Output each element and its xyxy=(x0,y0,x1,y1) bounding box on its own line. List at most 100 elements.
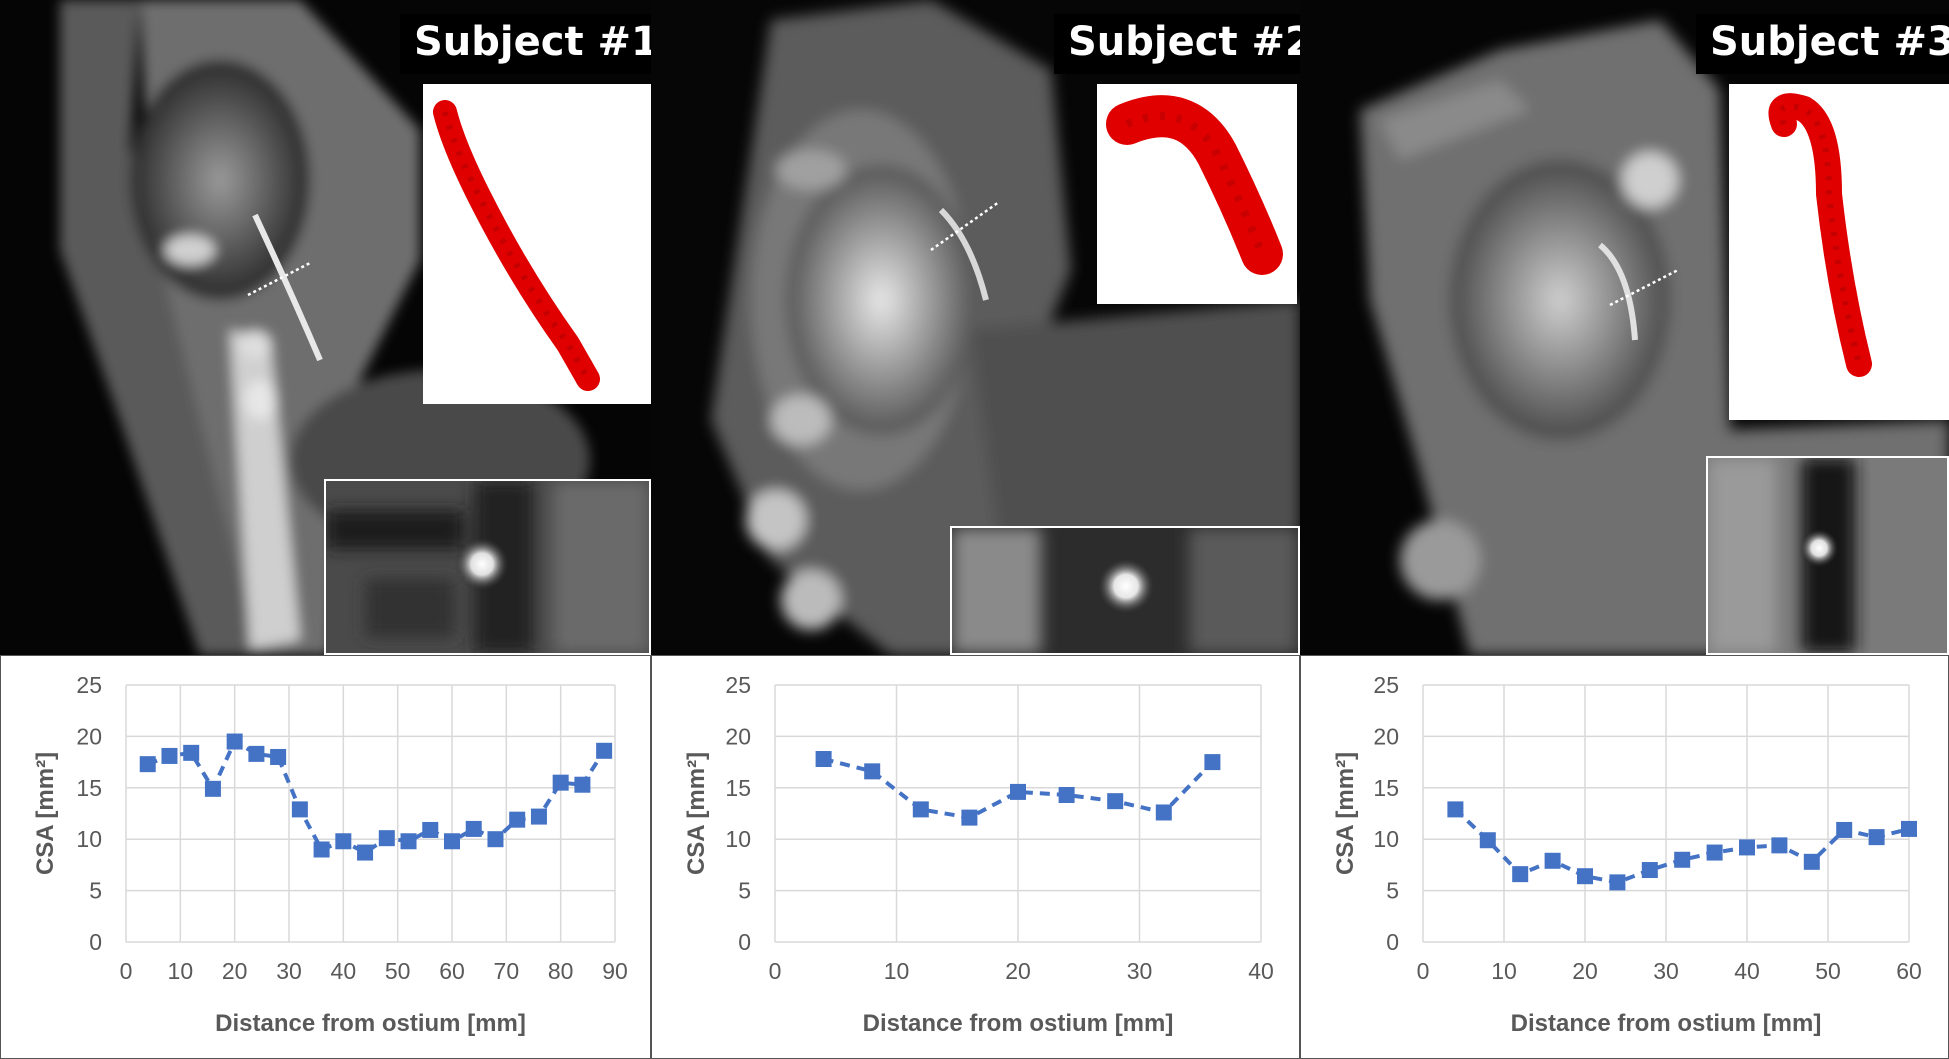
y-tick-label: 5 xyxy=(1386,878,1399,904)
cross-section-inset xyxy=(1706,456,1949,655)
data-point-marker xyxy=(183,744,200,761)
data-point-marker xyxy=(1739,839,1755,856)
x-tick-label: 50 xyxy=(385,958,411,984)
y-tick-label: 10 xyxy=(76,826,102,852)
x-tick-label: 20 xyxy=(222,958,248,984)
mri-panel-subject-2: Subject #2 xyxy=(651,0,1300,655)
cross-section-inset xyxy=(950,526,1300,655)
x-axis-title: Distance from ostium [mm] xyxy=(215,1010,526,1037)
x-tick-label: 40 xyxy=(1248,958,1274,984)
cross-section-inset xyxy=(324,479,651,655)
data-point-marker xyxy=(1544,852,1561,869)
vessel-3d-render xyxy=(1729,84,1949,420)
vessel-3d-render xyxy=(1097,84,1297,304)
data-point-marker xyxy=(596,742,613,759)
chart-panel-subject-2: 0 10 20 30 40 0 5 10 15 20 25 Distance from ostium … xyxy=(651,655,1300,1059)
y-tick-label: 25 xyxy=(1373,672,1399,698)
data-point-marker xyxy=(291,801,308,818)
data-point-marker xyxy=(139,756,156,773)
data-point-marker xyxy=(1674,851,1691,868)
data-point-marker xyxy=(1901,820,1917,837)
data-point-marker xyxy=(465,820,482,837)
y-tick-label: 5 xyxy=(89,878,102,904)
y-tick-label: 15 xyxy=(1373,775,1399,801)
y-tick-label: 15 xyxy=(76,775,102,801)
mri-panel-subject-3: Subject #3 xyxy=(1300,0,1949,655)
data-point-marker xyxy=(1010,783,1026,800)
data-point-marker xyxy=(1479,832,1496,849)
x-tick-label: 20 xyxy=(1572,958,1598,984)
vessel-icon xyxy=(1768,93,1872,377)
data-point-marker xyxy=(864,763,881,780)
x-tick-label: 70 xyxy=(494,958,520,984)
data-point-marker xyxy=(552,774,569,791)
data-point-marker xyxy=(1577,868,1593,885)
vessel-icon xyxy=(1106,95,1283,275)
x-tick-label: 40 xyxy=(331,958,357,984)
data-point-marker xyxy=(1204,754,1221,771)
data-point-marker xyxy=(1058,786,1075,803)
x-tick-label: 40 xyxy=(1734,958,1760,984)
y-tick-label: 10 xyxy=(725,826,751,852)
data-point-marker xyxy=(335,833,352,850)
y-tick-label: 25 xyxy=(76,672,102,698)
data-point-marker xyxy=(444,833,460,850)
data-point-marker xyxy=(1447,801,1464,818)
data-point-marker xyxy=(487,831,504,848)
data-point-marker xyxy=(912,801,929,818)
data-point-marker xyxy=(574,776,591,793)
data-point-marker xyxy=(815,751,832,768)
data-point-marker xyxy=(378,830,395,847)
grid xyxy=(1422,684,1910,943)
x-tick-label: 80 xyxy=(548,958,574,984)
data-point-marker xyxy=(248,745,265,762)
series-line xyxy=(823,757,1214,820)
y-tick-label: 25 xyxy=(725,672,751,698)
data-point-marker xyxy=(1868,829,1885,846)
csa-chart-subject-2: 0 10 20 30 40 0 5 10 15 20 25 Distance from ostium … xyxy=(683,672,1274,1037)
y-tick-label: 0 xyxy=(1386,929,1399,955)
data-point-marker xyxy=(313,841,330,858)
x-tick-label: 10 xyxy=(168,958,194,984)
subject-label: Subject #3 xyxy=(1696,14,1949,74)
x-tick-label: 50 xyxy=(1815,958,1841,984)
data-point-marker xyxy=(1155,804,1172,821)
csa-chart-subject-3: 0 10 20 30 40 50 60 0 5 10 15 20 25 Distance from ost… xyxy=(1332,672,1922,1037)
y-axis-title: CSA [mm²] xyxy=(32,752,59,875)
x-axis-title: Distance from ostium [mm] xyxy=(1511,1010,1822,1037)
data-point-marker xyxy=(422,821,439,838)
subject-label: Subject #2 xyxy=(1054,14,1300,74)
y-axis-title: CSA [mm²] xyxy=(1332,752,1359,875)
data-point-marker xyxy=(1512,866,1529,883)
x-tick-label: 30 xyxy=(276,958,302,984)
x-axis-title: Distance from ostium [mm] xyxy=(863,1010,1174,1037)
x-tick-label: 0 xyxy=(1417,958,1430,984)
data-point-marker xyxy=(161,747,178,764)
data-point-marker xyxy=(1609,874,1626,891)
y-axis-title: CSA [mm²] xyxy=(683,752,710,875)
data-point-marker xyxy=(1706,844,1723,861)
y-tick-label: 20 xyxy=(1373,723,1399,749)
data-point-marker xyxy=(357,844,374,861)
data-point-marker xyxy=(1771,837,1788,854)
y-tick-label: 0 xyxy=(89,929,102,955)
csa-chart-subject-1: 0 10 20 30 40 50 60 70 80 90 0 5 10 15 20 25 Distance fr… xyxy=(32,672,628,1037)
grid xyxy=(125,684,616,943)
x-tick-label: 30 xyxy=(1127,958,1153,984)
x-tick-label: 20 xyxy=(1005,958,1031,984)
data-point-marker xyxy=(509,811,526,828)
vessel-3d-render xyxy=(423,84,651,404)
data-point-marker xyxy=(400,833,417,850)
data-point-marker xyxy=(204,780,221,797)
x-tick-label: 60 xyxy=(1896,958,1922,984)
data-point-marker xyxy=(1641,862,1658,879)
data-point-marker xyxy=(1803,853,1820,870)
x-tick-label: 90 xyxy=(602,958,628,984)
x-tick-label: 10 xyxy=(884,958,910,984)
x-tick-label: 0 xyxy=(769,958,782,984)
y-tick-label: 10 xyxy=(1373,826,1399,852)
x-tick-label: 10 xyxy=(1491,958,1517,984)
y-tick-label: 15 xyxy=(725,775,751,801)
y-tick-label: 20 xyxy=(725,723,751,749)
chart-panel-subject-1: 0 10 20 30 40 50 60 70 80 90 0 5 10 15 20 25 Distance fr… xyxy=(0,655,651,1059)
